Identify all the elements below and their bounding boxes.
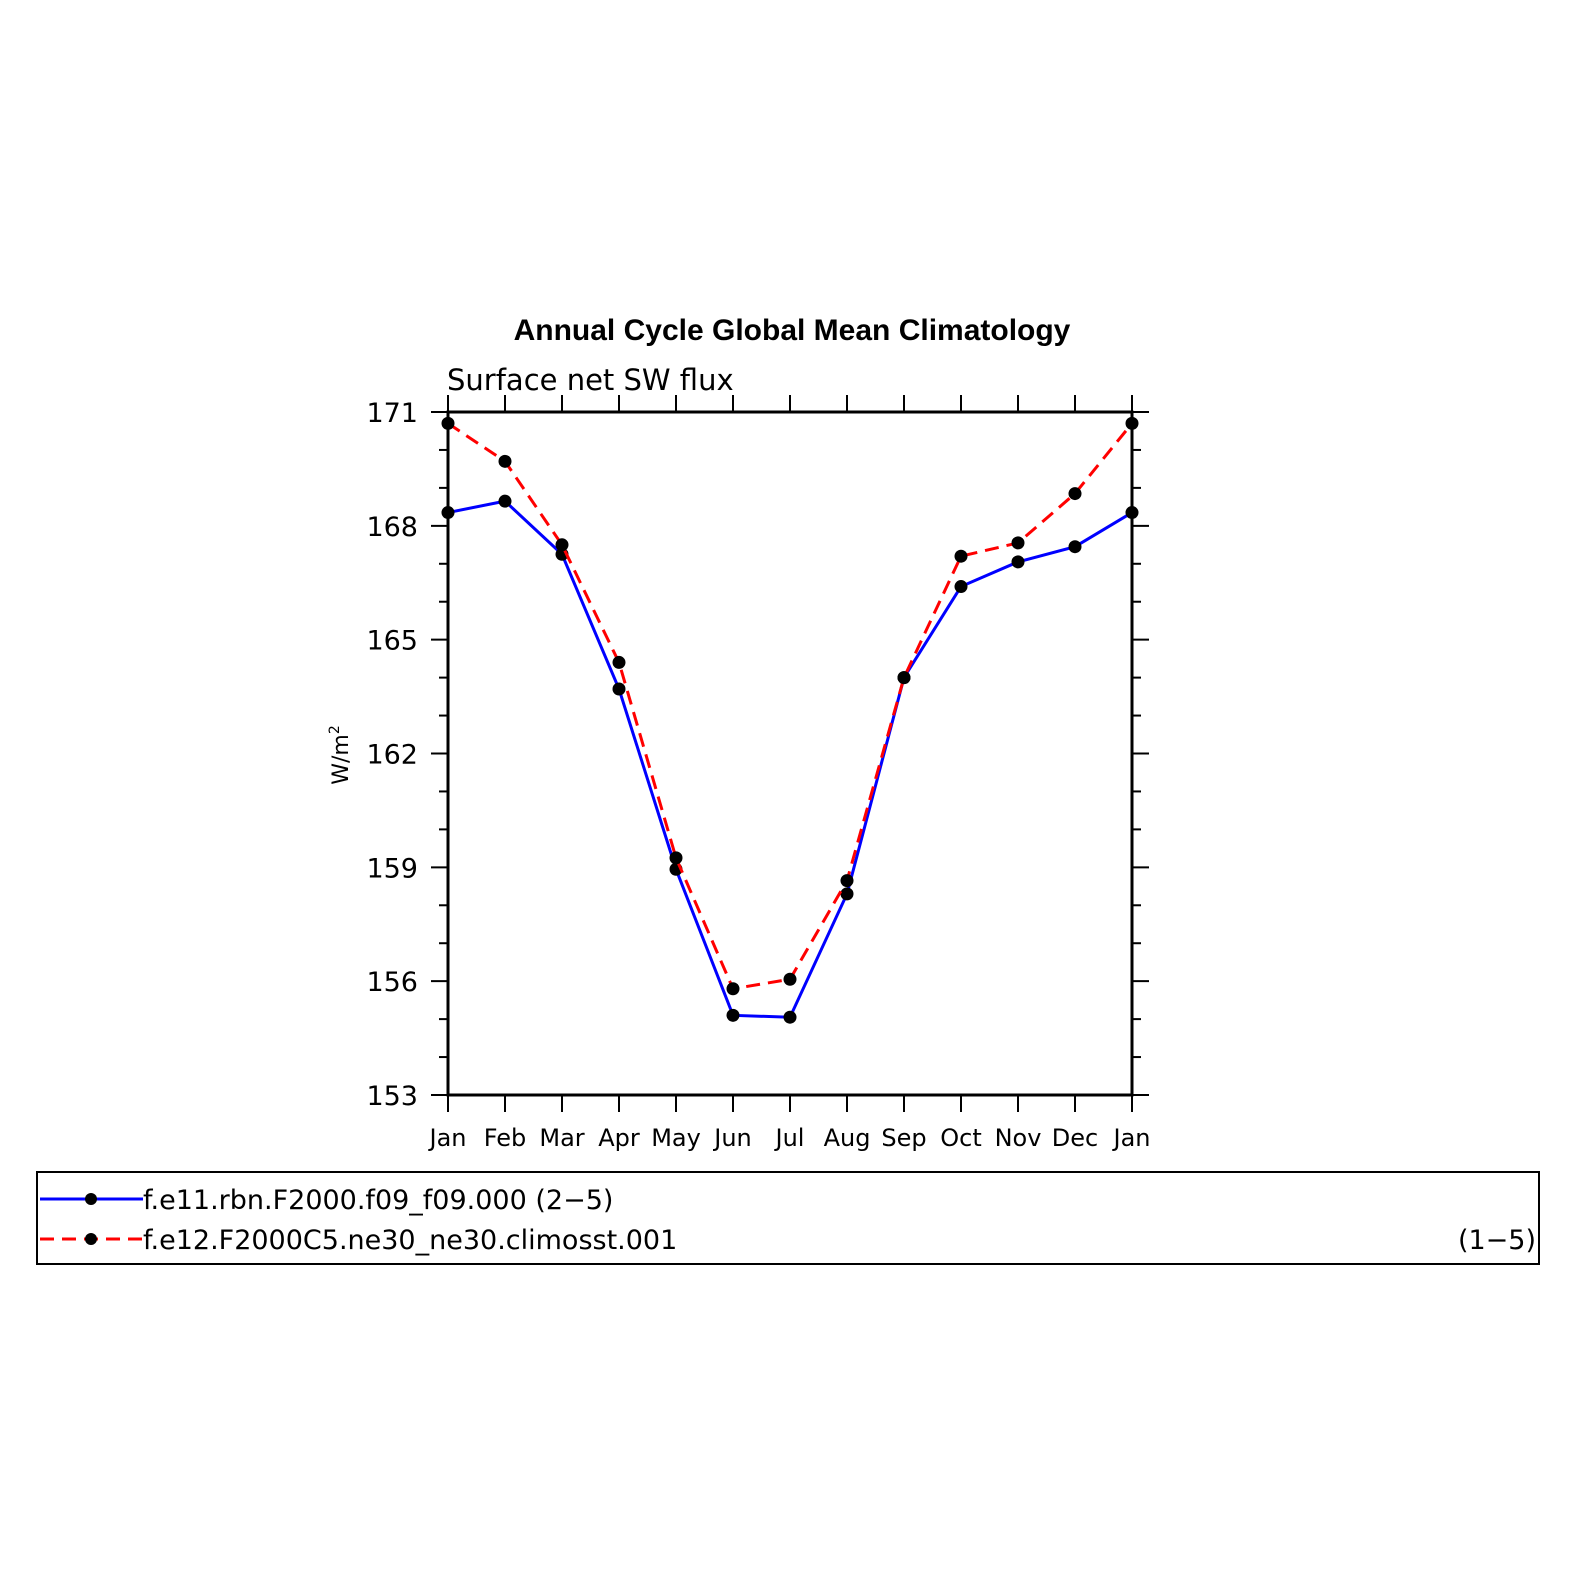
- series-1-point: [612, 682, 626, 696]
- y-tick-label: 162: [366, 740, 418, 771]
- series-1-point: [840, 887, 854, 901]
- series-2-point: [726, 982, 740, 996]
- y-tick-label: 153: [366, 1081, 418, 1112]
- x-tick-label: Jan: [428, 1124, 467, 1152]
- x-tick-label: Dec: [1052, 1124, 1098, 1152]
- series-2-point: [1011, 536, 1025, 550]
- legend-swatch-marker-1: [85, 1193, 97, 1205]
- y-tick-label: 159: [366, 853, 418, 884]
- chart-title: Annual Cycle Global Mean Climatology: [514, 314, 1071, 347]
- x-tick-label: Feb: [484, 1124, 527, 1152]
- y-axis-label-main: W/m: [329, 734, 354, 785]
- chart-subtitle: Surface net SW flux: [447, 363, 734, 397]
- series-2: [441, 416, 1139, 996]
- y-tick-label: 165: [366, 626, 418, 657]
- series-1-point: [783, 1010, 797, 1024]
- x-tick-label: Aug: [824, 1124, 871, 1152]
- series-2-point: [840, 874, 854, 888]
- legend-entry-1: f.e11.rbn.F2000.f09_f09.000 (2−5): [40, 1185, 613, 1216]
- series-2-point: [498, 454, 512, 468]
- axes: 153 156 159 162 165 168 171 Jan Feb Mar Apr May Jun J…: [366, 395, 1151, 1152]
- series-2-point: [1125, 416, 1139, 430]
- x-tick-label: Apr: [598, 1124, 640, 1152]
- legend-label-1: f.e11.rbn.F2000.f09_f09.000 (2−5): [143, 1185, 613, 1216]
- y-axis-label: W/m2: [327, 725, 354, 785]
- series-1: [441, 494, 1139, 1024]
- plot-frame: [446, 410, 1134, 1097]
- legend-swatch-marker-2: [85, 1233, 97, 1245]
- y-tick-label: 171: [366, 398, 418, 429]
- x-tick-label: Jul: [774, 1124, 805, 1152]
- y-axis-label-superscript: 2: [327, 725, 343, 734]
- series-2-point: [954, 549, 968, 563]
- legend-entry-2: f.e12.F2000C5.ne30_ne30.climosst.001 (1−…: [40, 1225, 1536, 1256]
- series-2-point: [612, 655, 626, 669]
- series-1-point: [441, 506, 455, 520]
- series-2-point: [783, 972, 797, 986]
- legend-label-2: f.e12.F2000C5.ne30_ne30.climosst.001: [143, 1225, 677, 1256]
- y-tick-label: 156: [366, 967, 418, 998]
- x-tick-label: Oct: [940, 1124, 982, 1152]
- series-line-1: [447, 499, 1133, 1019]
- legend-box: [36, 1171, 1540, 1265]
- x-tick-label: Jun: [712, 1124, 752, 1152]
- series-2-point: [1068, 487, 1082, 501]
- x-tick-label: May: [651, 1124, 701, 1152]
- series-2-point: [669, 851, 683, 865]
- x-tick-label: Nov: [995, 1124, 1042, 1152]
- legend-label-2-suffix: (1−5): [1458, 1225, 1536, 1256]
- series-1-point: [726, 1008, 740, 1022]
- legend: f.e11.rbn.F2000.f09_f09.000 (2−5) f.e12.…: [36, 1171, 1540, 1265]
- x-tick-label: Sep: [881, 1124, 926, 1152]
- y-tick-label: 168: [366, 512, 418, 543]
- series-1-point: [1011, 555, 1025, 569]
- series-1-point: [498, 494, 512, 508]
- series-1-point: [954, 580, 968, 594]
- series-line-2: [447, 422, 1134, 991]
- x-tick-label: Jan: [1112, 1124, 1151, 1152]
- x-tick-label: Mar: [539, 1124, 584, 1152]
- series-layer: [441, 416, 1139, 1024]
- series-2-point: [441, 416, 455, 430]
- series-2-point: [555, 538, 569, 552]
- series-1-point: [1125, 506, 1139, 520]
- series-1-point: [1068, 540, 1082, 554]
- series-2-point: [897, 671, 911, 685]
